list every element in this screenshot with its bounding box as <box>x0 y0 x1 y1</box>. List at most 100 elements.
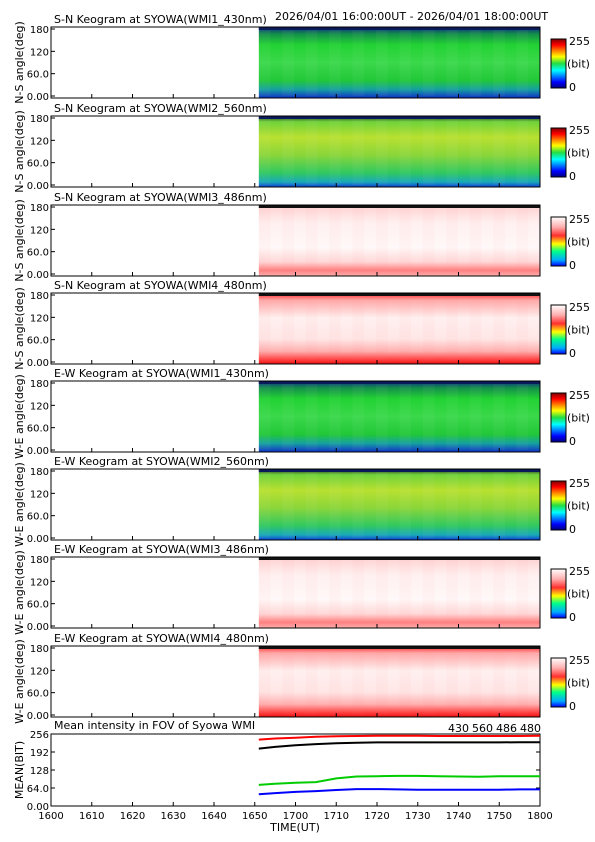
keogram-texture <box>446 207 458 274</box>
keogram-texture <box>305 29 318 96</box>
panel-title: E-W Keogram at SYOWA(WMI1_430nm) <box>54 367 269 380</box>
keogram-texture <box>305 207 318 274</box>
keogram-data <box>258 381 540 452</box>
keogram-texture <box>399 207 412 274</box>
y-tick-label: 64.0 <box>27 784 49 795</box>
colorbar-min-label: 0 <box>569 347 576 360</box>
keogram-texture <box>305 471 318 538</box>
keogram-texture <box>493 559 505 626</box>
panel-title: E-W Keogram at SYOWA(WMI3_486nm) <box>54 543 269 556</box>
y-tick-label: 0.00 <box>27 622 49 633</box>
keogram-top-edge <box>258 469 540 472</box>
keogram-texture <box>305 383 318 450</box>
keogram-texture <box>352 118 365 185</box>
y-tick-label: 60.0 <box>27 70 49 81</box>
keogram-texture <box>329 118 341 185</box>
keogram-data <box>258 557 540 628</box>
keogram-texture <box>399 471 412 538</box>
keogram-texture <box>329 471 341 538</box>
colorbar-max-label: 255 <box>569 389 590 402</box>
keogram-top-edge <box>258 116 540 119</box>
series-line-486 <box>258 734 541 741</box>
keogram-texture <box>422 648 435 715</box>
x-axis-label: TIME(UT) <box>269 821 320 834</box>
colorbar-min-label: 0 <box>569 259 576 272</box>
y-axis-label: W-E angle(deg) <box>13 374 26 459</box>
y-tick-label: 0.00 <box>27 181 49 192</box>
keogram-top-edge <box>258 381 540 384</box>
keogram-texture <box>375 207 388 274</box>
keogram-texture <box>422 383 435 450</box>
keogram-texture <box>305 295 318 362</box>
y-tick-label: 60.0 <box>27 689 49 700</box>
colorbar-unit-label: (bit) <box>567 412 590 425</box>
y-tick-label: 0.00 <box>27 446 49 457</box>
panel-title: S-N Keogram at SYOWA(WMI2_560nm) <box>54 102 267 115</box>
y-tick-label: 120 <box>30 313 49 324</box>
keogram-data <box>258 293 540 364</box>
keogram-top-edge <box>258 27 540 30</box>
y-tick-label: 120 <box>30 577 49 588</box>
keogram-panel: E-W Keogram at SYOWA(WMI4_480nm) 180 120 60… <box>13 632 590 724</box>
colorbar <box>550 216 567 267</box>
keogram-texture <box>352 207 365 274</box>
keogram-texture <box>469 559 482 626</box>
keogram-texture <box>258 207 271 274</box>
keogram-texture <box>493 471 505 538</box>
colorbar-max-label: 255 <box>569 213 590 226</box>
keogram-texture <box>258 118 271 185</box>
panel-title: E-W Keogram at SYOWA(WMI2_560nm) <box>54 455 269 468</box>
y-axis-label: W-E angle(deg) <box>13 550 26 635</box>
colorbar <box>550 127 567 178</box>
colorbar-min-label: 0 <box>569 435 576 448</box>
keogram-texture <box>399 383 412 450</box>
keogram-panel: S-N Keogram at SYOWA(WMI3_486nm) 180 120 60… <box>13 191 590 282</box>
keogram-texture <box>258 29 271 96</box>
panel-title: S-N Keogram at SYOWA(WMI1_430nm) <box>54 13 267 26</box>
x-tick-label: 1600 <box>38 811 63 822</box>
keogram-panel: S-N Keogram at SYOWA(WMI1_430nm) 180 120 60… <box>13 13 590 104</box>
x-tick-label: 1800 <box>527 811 552 822</box>
x-tick-label: 1620 <box>120 811 145 822</box>
keogram-texture <box>282 118 294 185</box>
keogram-texture <box>258 295 271 362</box>
y-tick-label: 120 <box>30 225 49 236</box>
keogram-texture <box>469 295 482 362</box>
keogram-texture <box>282 471 294 538</box>
keogram-top-edge <box>258 557 540 560</box>
legend-entry-486: 486 <box>496 722 517 735</box>
keogram-texture <box>375 648 388 715</box>
line-chart-title: Mean intensity in FOV of Syowa WMI <box>54 719 255 732</box>
keogram-texture <box>446 118 458 185</box>
keogram-panel: E-W Keogram at SYOWA(WMI3_486nm) 180 120 60… <box>13 543 590 635</box>
keogram-texture <box>399 118 412 185</box>
keogram-texture <box>329 559 341 626</box>
keogram-texture <box>352 383 365 450</box>
x-tick-label: 1740 <box>446 811 471 822</box>
keogram-texture <box>493 295 505 362</box>
keogram-texture <box>422 118 435 185</box>
colorbar-max-label: 255 <box>569 477 590 490</box>
keogram-texture <box>516 648 529 715</box>
series-line-430 <box>258 788 540 796</box>
keogram-texture <box>446 295 458 362</box>
x-tick-label: 1610 <box>79 811 104 822</box>
keogram-panel: S-N Keogram at SYOWA(WMI2_560nm) 180 120 60… <box>13 102 590 193</box>
keogram-texture <box>329 383 341 450</box>
keogram-data <box>258 116 540 187</box>
keogram-data <box>258 646 540 717</box>
keogram-texture <box>469 471 482 538</box>
y-tick-label: 180 <box>30 291 49 302</box>
y-tick-label: 128 <box>30 766 49 777</box>
keogram-top-edge <box>258 293 540 296</box>
keogram-texture <box>469 207 482 274</box>
panel-title: S-N Keogram at SYOWA(WMI3_486nm) <box>54 191 267 204</box>
keogram-texture <box>399 648 412 715</box>
colorbar-max-label: 255 <box>569 654 590 667</box>
keogram-texture <box>352 648 365 715</box>
colorbar <box>550 38 567 89</box>
time-range-header: 2026/04/01 16:00:00UT - 2026/04/01 18:00… <box>275 10 548 23</box>
keogram-texture <box>375 118 388 185</box>
colorbar-unit-label: (bit) <box>567 677 590 690</box>
keogram-texture <box>329 207 341 274</box>
